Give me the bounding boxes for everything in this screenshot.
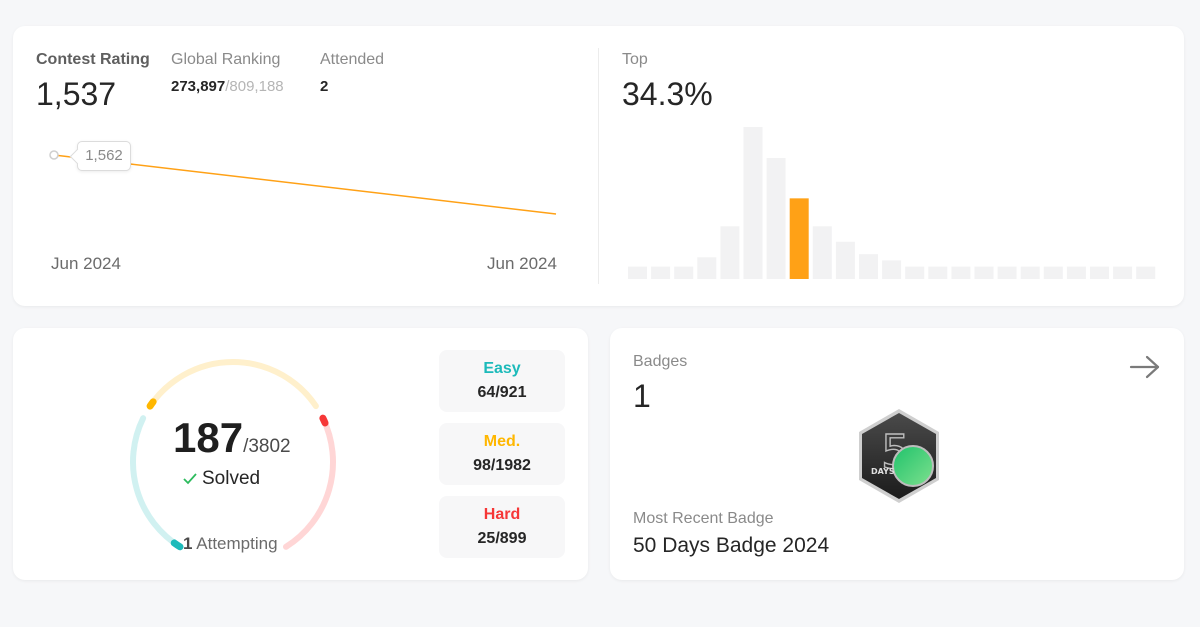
hard-arc-track <box>282 415 336 550</box>
histogram-bar[interactable] <box>1113 266 1133 279</box>
medium-label: Med. <box>483 433 521 450</box>
hard-stats-box[interactable]: Hard 25/899 <box>439 496 565 558</box>
histogram-bar[interactable] <box>674 266 694 279</box>
easy-stats-box[interactable]: Easy 64/921 <box>439 350 565 412</box>
histogram-bar[interactable] <box>812 226 832 279</box>
histogram-bar[interactable] <box>997 266 1017 279</box>
top-label: Top <box>622 51 648 68</box>
histogram-bar[interactable] <box>928 266 948 279</box>
histogram-bar[interactable] <box>905 266 925 279</box>
histogram-bar[interactable] <box>974 266 994 279</box>
badges-card: Badges 1 5 DAYS Most Recent Badge 50 Day… <box>610 328 1184 580</box>
medium-stats-box[interactable]: Med. 98/1982 <box>439 423 565 485</box>
arrow-right-icon[interactable] <box>1128 354 1162 380</box>
easy-arc-progress <box>170 539 184 551</box>
histogram-bar[interactable] <box>720 226 740 279</box>
hard-label: Hard <box>483 506 521 523</box>
hard-value: 25/899 <box>477 530 527 547</box>
badges-count: 1 <box>633 378 651 414</box>
contest-rating-label: Contest Rating <box>36 51 150 68</box>
fifty-days-badge-icon[interactable]: 5 DAYS <box>851 406 947 508</box>
attempting-info: 1 Attempting <box>183 534 278 554</box>
easy-label: Easy <box>483 360 521 377</box>
histogram-bar[interactable] <box>1090 266 1109 279</box>
solved-label: Solved <box>202 468 261 489</box>
histogram-bar[interactable] <box>1020 266 1040 279</box>
x-axis-start-label: Jun 2024 <box>51 254 121 273</box>
contest-rating-card: Contest Rating 1,537 Global Ranking 273,… <box>13 26 1184 306</box>
rating-tooltip: 1,562 <box>77 141 131 171</box>
histogram-bar-current[interactable] <box>789 198 809 279</box>
solved-count: 187/3802 <box>173 414 291 462</box>
histogram-bar[interactable] <box>651 266 671 279</box>
badges-label: Badges <box>633 353 688 370</box>
medium-value: 98/1982 <box>473 457 531 474</box>
solved-progress-ring[interactable] <box>111 350 355 560</box>
histogram-bar[interactable] <box>835 241 855 279</box>
most-recent-badge-label: Most Recent Badge <box>633 510 774 527</box>
histogram-bar[interactable] <box>697 257 717 279</box>
histogram-bar[interactable] <box>859 254 878 279</box>
rating-point[interactable] <box>49 150 59 160</box>
attempting-label: Attempting <box>196 534 278 553</box>
global-rank: 273,897 <box>171 78 226 95</box>
global-ranking-value: 273,897/809,188 <box>171 78 284 95</box>
badge-word: DAYS <box>871 467 895 476</box>
hard-arc-progress <box>319 414 329 427</box>
solved-number: 187 <box>173 414 244 461</box>
x-axis-end-label: Jun 2024 <box>487 254 557 273</box>
histogram-bar[interactable] <box>1136 266 1156 279</box>
section-divider <box>598 48 599 284</box>
attended-value: 2 <box>320 78 329 95</box>
attended-label: Attended <box>320 51 385 68</box>
medium-arc-progress <box>146 398 157 410</box>
solved-total: /3802 <box>243 436 291 457</box>
histogram-bar[interactable] <box>766 158 786 279</box>
most-recent-badge-name: 50 Days Badge 2024 <box>633 534 830 557</box>
contest-rating-value: 1,537 <box>36 76 117 112</box>
rating-line <box>53 154 557 215</box>
rating-distribution-histogram[interactable] <box>625 121 1165 279</box>
rating-line-chart[interactable] <box>13 26 593 306</box>
histogram-bar[interactable] <box>628 266 647 279</box>
top-percentage: 34.3% <box>622 76 713 112</box>
histogram-bar[interactable] <box>882 260 902 279</box>
histogram-bar[interactable] <box>743 127 763 279</box>
easy-value: 64/921 <box>477 384 527 401</box>
global-total: /809,188 <box>225 78 284 95</box>
global-ranking-label: Global Ranking <box>171 51 281 68</box>
check-icon <box>183 473 197 485</box>
histogram-bar[interactable] <box>951 266 971 279</box>
histogram-bar[interactable] <box>1043 266 1063 279</box>
easy-arc-track <box>130 415 184 550</box>
attempting-count: 1 <box>183 534 193 553</box>
medium-arc-track <box>147 359 319 410</box>
solved-problems-card: 187/3802 Solved 1 Attempting Easy 64/921… <box>13 328 588 580</box>
solved-status: Solved <box>182 468 260 490</box>
histogram-bar[interactable] <box>1066 266 1086 279</box>
